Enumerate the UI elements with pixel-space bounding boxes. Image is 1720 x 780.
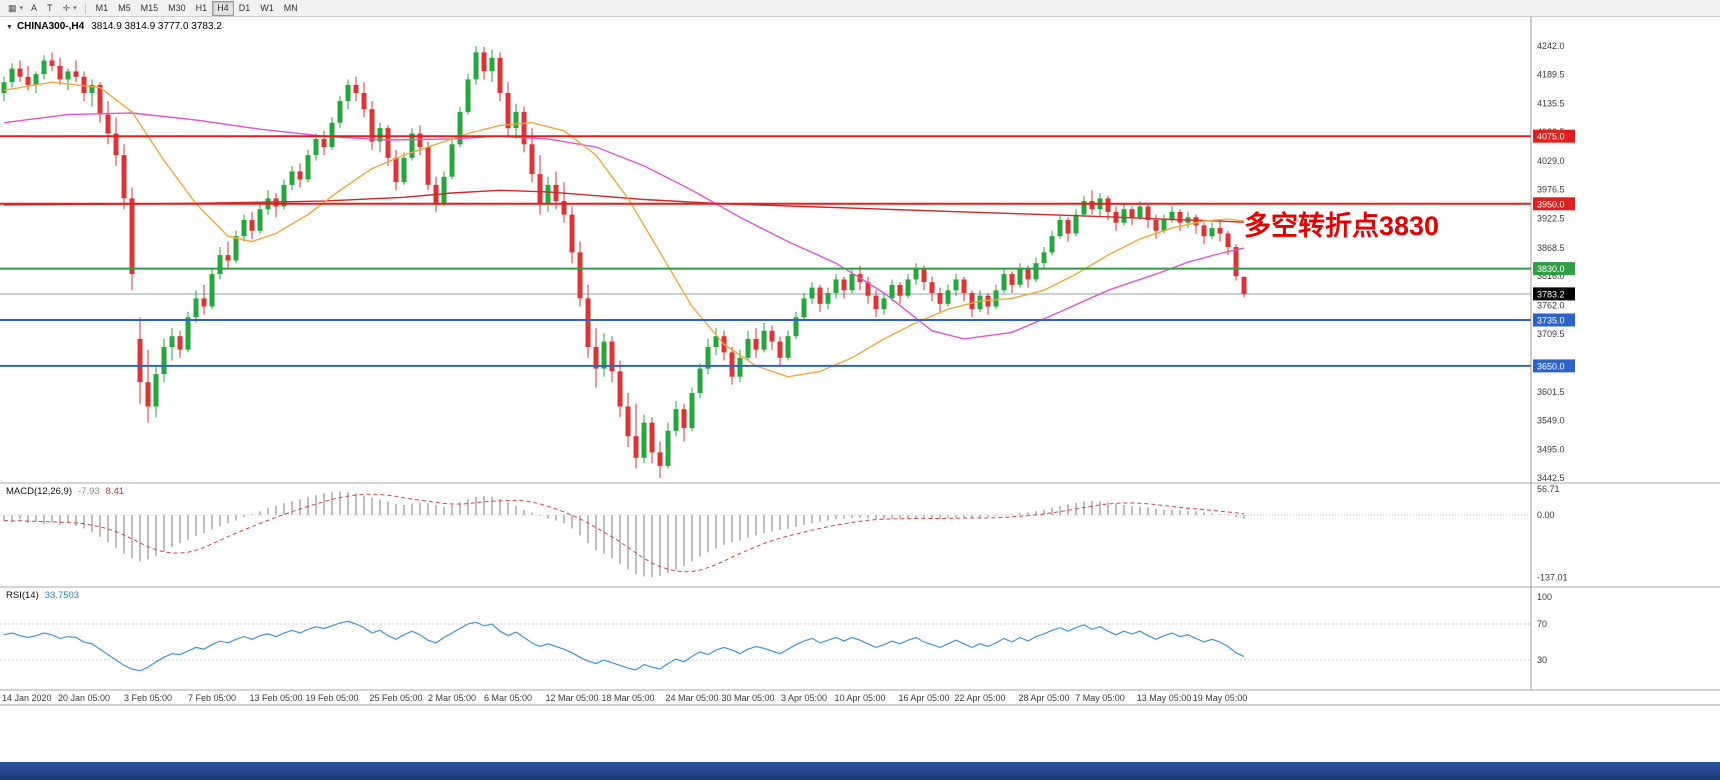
timeframe-h1[interactable]: H1 (195, 2, 208, 13)
timeframe-m1[interactable]: M1 (95, 2, 109, 13)
timeframe-h4[interactable]: H4 (212, 0, 234, 16)
svg-text:30: 30 (1537, 655, 1547, 665)
charts-grid-icon[interactable]: ▦ (8, 2, 17, 13)
timeframe-m30[interactable]: M30 (168, 2, 186, 13)
annotation-text: 多空转折点3830 (1244, 211, 1440, 241)
toolbar-separator (84, 2, 86, 14)
rsi-value: 33.7503 (44, 590, 80, 601)
svg-text:3976.5: 3976.5 (1537, 185, 1565, 195)
macd-signal-line (3, 493, 1245, 573)
macd-indicator-label: MACD(12,26,9) -7.93 8.41 (6, 486, 124, 497)
rsi-line (3, 620, 1245, 672)
svg-text:12 Mar 05:00: 12 Mar 05:00 (545, 693, 598, 703)
svg-text:20 Jan 05:00: 20 Jan 05:00 (58, 693, 110, 703)
svg-text:3 Feb 05:00: 3 Feb 05:00 (124, 693, 172, 703)
timeframe-m15[interactable]: M15 (140, 2, 159, 13)
chart-symbol-period: CHINA300-,H4 (16, 21, 85, 32)
svg-text:3549.0: 3549.0 (1537, 416, 1565, 426)
svg-text:3950.0: 3950.0 (1537, 199, 1565, 209)
macd-main-value: -7.93 (78, 486, 100, 497)
price-axis: 4242.04189.54135.54082.54029.03976.53922… (0, 17, 1720, 706)
rsi-name: RSI(14) (6, 590, 39, 601)
svg-text:4075.0: 4075.0 (1537, 132, 1565, 142)
cursor-a-button[interactable]: A (31, 2, 38, 13)
macd-signal-value: 8.41 (105, 486, 125, 497)
svg-text:19 May 05:00: 19 May 05:00 (1193, 693, 1248, 703)
svg-text:18 Mar 05:00: 18 Mar 05:00 (601, 693, 654, 703)
svg-text:13 May 05:00: 13 May 05:00 (1137, 693, 1192, 703)
svg-text:70: 70 (1537, 619, 1547, 629)
chart-title: ▼ CHINA300-,H4 3814.9 3814.9 3777.0 3783.2 (6, 21, 222, 32)
svg-text:28 Apr 05:00: 28 Apr 05:00 (1018, 693, 1069, 703)
taskbar[interactable] (0, 762, 1720, 780)
svg-text:3922.5: 3922.5 (1537, 214, 1565, 224)
svg-text:3816.0: 3816.0 (1537, 271, 1565, 281)
timeframe-mn[interactable]: MN (283, 2, 298, 13)
ma-slow-red (3, 189, 1245, 223)
svg-text:4135.5: 4135.5 (1537, 99, 1565, 109)
svg-text:3868.5: 3868.5 (1537, 243, 1565, 253)
macd-name: MACD(12,26,9) (6, 486, 72, 497)
svg-text:4189.5: 4189.5 (1537, 69, 1565, 79)
top-toolbar: ▦ ▾ A T ✛ ▾ M1 M5 M15 M30 H1 H4 D1 W1 MN (0, 0, 1720, 17)
chart-canvas[interactable]: 4242.04189.54135.54082.54029.03976.53922… (0, 17, 1720, 708)
svg-text:3783.2: 3783.2 (1537, 289, 1565, 299)
svg-text:0.00: 0.00 (1537, 510, 1555, 520)
svg-text:30 Mar 05:00: 30 Mar 05:00 (721, 693, 774, 703)
svg-text:-137.01: -137.01 (1537, 572, 1568, 582)
svg-text:3709.5: 3709.5 (1537, 329, 1565, 339)
svg-text:3442.5: 3442.5 (1537, 473, 1565, 483)
chart-collapse-icon[interactable]: ▼ (6, 24, 13, 31)
crosshair-icon[interactable]: ✛ (62, 2, 71, 13)
svg-text:3495.0: 3495.0 (1537, 445, 1565, 455)
svg-text:24 Mar 05:00: 24 Mar 05:00 (665, 693, 718, 703)
svg-text:22 Apr 05:00: 22 Apr 05:00 (954, 693, 1005, 703)
time-axis: 14 Jan 2020 20 Jan 05:00 3 Feb 05:00 7 Feb … (2, 693, 1247, 703)
svg-text:100: 100 (1537, 592, 1552, 602)
svg-text:3762.0: 3762.0 (1537, 300, 1565, 310)
candles (1, 45, 1247, 478)
svg-text:14 Jan 2020: 14 Jan 2020 (2, 693, 52, 703)
svg-text:4242.0: 4242.0 (1537, 41, 1565, 51)
svg-text:6 Mar 05:00: 6 Mar 05:00 (484, 693, 532, 703)
chart-ohlc-values: 3814.9 3814.9 3777.0 3783.2 (91, 21, 222, 32)
svg-text:4029.0: 4029.0 (1537, 156, 1565, 166)
svg-text:13 Feb 05:00: 13 Feb 05:00 (249, 693, 302, 703)
svg-text:7 May 05:00: 7 May 05:00 (1075, 693, 1125, 703)
timeframe-m5[interactable]: M5 (118, 2, 131, 13)
svg-text:16 Apr 05:00: 16 Apr 05:00 (898, 693, 949, 703)
ma-fast-orange (3, 81, 1245, 378)
svg-text:7 Feb 05:00: 7 Feb 05:00 (188, 693, 236, 703)
crosshair-icon-dropdown[interactable]: ▾ (73, 5, 77, 12)
svg-text:3650.0: 3650.0 (1537, 361, 1565, 371)
svg-text:3601.5: 3601.5 (1537, 387, 1565, 397)
svg-text:25 Feb 05:00: 25 Feb 05:00 (369, 693, 422, 703)
text-tool-button[interactable]: T (47, 2, 53, 13)
timeframe-d1[interactable]: D1 (238, 2, 251, 13)
svg-text:3735.0: 3735.0 (1537, 316, 1565, 326)
timeframe-w1[interactable]: W1 (260, 2, 274, 13)
svg-text:56.71: 56.71 (1537, 484, 1560, 494)
svg-text:3830.0: 3830.0 (1537, 264, 1565, 274)
macd-panel: 56.71 0.00 -137.01 (0, 484, 1568, 582)
rsi-indicator-label: RSI(14) 33.7503 (6, 590, 79, 601)
svg-text:2 Mar 05:00: 2 Mar 05:00 (428, 693, 476, 703)
charts-grid-icon-dropdown[interactable]: ▾ (19, 5, 24, 12)
svg-text:19 Feb 05:00: 19 Feb 05:00 (305, 693, 358, 703)
rsi-panel: 100 70 30 (0, 592, 1552, 672)
svg-text:3 Apr 05:00: 3 Apr 05:00 (781, 693, 827, 703)
level-lines (0, 135, 1531, 367)
svg-text:10 Apr 05:00: 10 Apr 05:00 (834, 693, 885, 703)
